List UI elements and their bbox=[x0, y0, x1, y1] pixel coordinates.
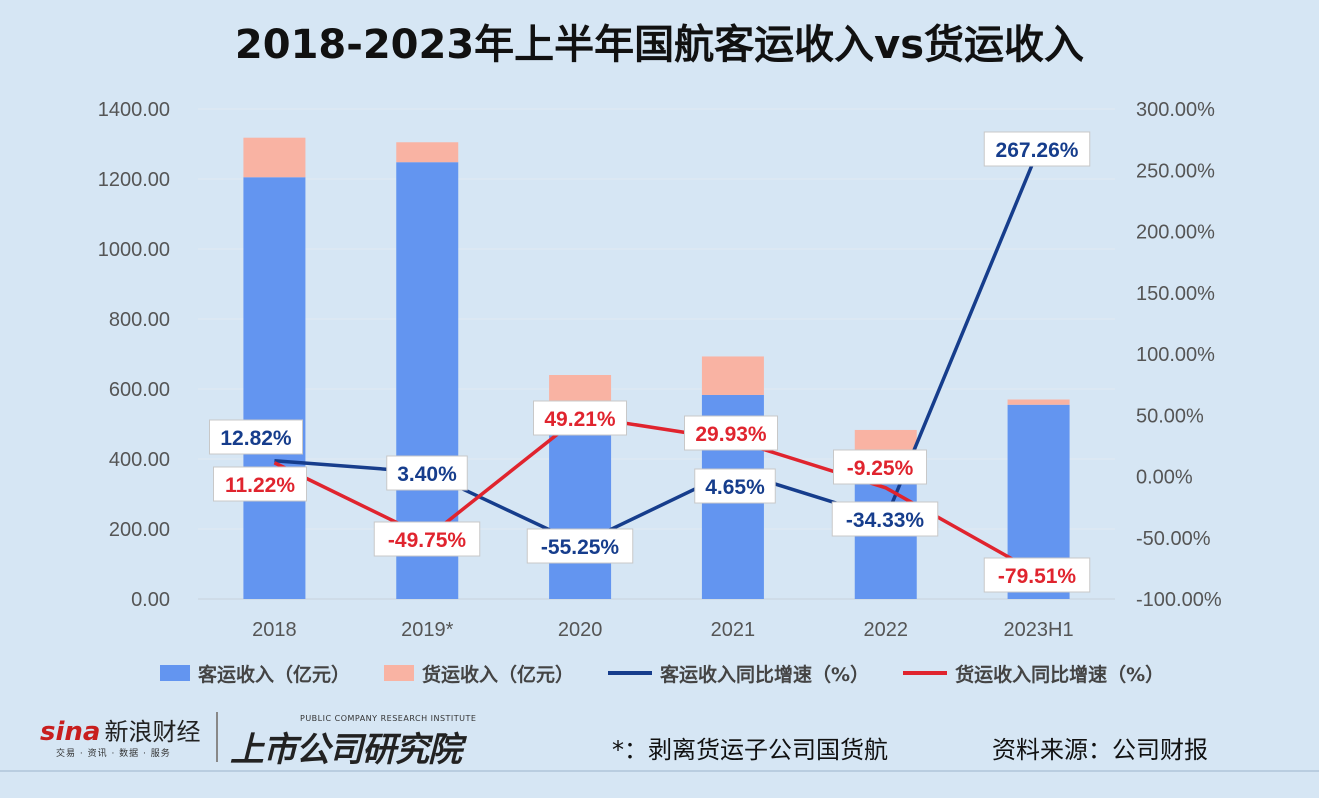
legend-item-passenger: 客运收入（亿元） bbox=[160, 660, 350, 687]
data-label-passenger-growth: -34.33% bbox=[846, 509, 925, 532]
data-label-cargo-growth-box bbox=[373, 521, 481, 557]
data-label-passenger-growth: 12.82% bbox=[220, 427, 292, 450]
legend-label-cargo: 货运收入（亿元） bbox=[422, 663, 575, 686]
y-left-tick-label: 0.00 bbox=[131, 589, 170, 611]
data-label-cargo-growth-box bbox=[213, 466, 307, 502]
data-label-passenger-growth: 267.26% bbox=[996, 139, 1079, 162]
x-tick-label: 2022 bbox=[864, 619, 909, 641]
footer-divider bbox=[0, 770, 1319, 772]
footnote: *：剥离货运子公司国货航 bbox=[612, 736, 888, 764]
y-left-tick-label: 200.00 bbox=[109, 519, 170, 541]
bar-passenger bbox=[549, 432, 612, 599]
y-right-tick-label: 0.00% bbox=[1136, 467, 1193, 489]
bar-passenger bbox=[854, 480, 917, 599]
bar-cargo bbox=[1007, 399, 1070, 405]
legend-item-cargo-growth: 货运收入同比增速（%） bbox=[903, 660, 1164, 687]
data-label-passenger-growth-box bbox=[209, 419, 303, 455]
legend-swatch-passenger bbox=[160, 665, 190, 681]
x-tick-label: 2021 bbox=[711, 619, 756, 641]
y-left-tick-label: 1400.00 bbox=[98, 99, 170, 121]
y-left-tick-label: 600.00 bbox=[109, 379, 170, 401]
legend-item-cargo: 货运收入（亿元） bbox=[384, 660, 574, 687]
data-label-cargo-growth: -79.51% bbox=[998, 565, 1077, 588]
legend-label-passenger-growth: 客运收入同比增速（%） bbox=[660, 663, 870, 686]
legend: 客运收入（亿元） 货运收入（亿元） 客运收入同比增速（%） 货运收入同比增速（%… bbox=[160, 658, 1260, 688]
data-label-passenger-growth: 3.40% bbox=[397, 463, 457, 486]
y-right-tick-label: 200.00% bbox=[1136, 222, 1215, 244]
y-right-tick-label: 300.00% bbox=[1136, 99, 1215, 121]
data-label-passenger-growth-box bbox=[694, 468, 776, 504]
legend-swatch-cargo bbox=[384, 665, 415, 681]
data-label-passenger-growth: 4.65% bbox=[705, 476, 765, 499]
legend-swatch-cargo-growth bbox=[903, 671, 948, 675]
data-label-passenger-growth-box bbox=[386, 455, 468, 491]
y-left-tick-label: 1000.00 bbox=[98, 239, 170, 261]
y-left-tick-label: 400.00 bbox=[109, 449, 170, 471]
y-left-tick-label: 800.00 bbox=[109, 309, 170, 331]
data-label-passenger-growth-box bbox=[831, 501, 939, 537]
x-tick-label: 2019* bbox=[401, 619, 453, 641]
data-label-cargo-growth: -49.75% bbox=[388, 529, 467, 552]
y-right-tick-label: 250.00% bbox=[1136, 160, 1215, 182]
data-label-cargo-growth-box bbox=[833, 449, 927, 485]
chart-plot: 0.00 200.00 400.00 600.00 800.00 1000.00 1200.… bbox=[98, 99, 1222, 641]
legend-label-passenger: 客运收入（亿元） bbox=[198, 663, 351, 686]
x-tick-label: 2023H1 bbox=[1004, 619, 1074, 641]
y-right-tick-label: -50.00% bbox=[1136, 528, 1211, 550]
bar-cargo bbox=[396, 142, 459, 163]
y-right-tick-label: 150.00% bbox=[1136, 283, 1215, 305]
bar-cargo bbox=[243, 137, 306, 178]
data-label-cargo-growth-box bbox=[684, 415, 778, 451]
y-right-tick-label: -100.00% bbox=[1136, 589, 1222, 611]
data-label-cargo-growth: 49.21% bbox=[544, 408, 616, 431]
sina-finance-logo: sina 新浪财经 bbox=[40, 712, 200, 747]
sina-logo-en: sina bbox=[40, 717, 101, 747]
data-label-passenger-growth: -55.25% bbox=[541, 536, 620, 559]
legend-label-cargo-growth: 货运收入同比增速（%） bbox=[955, 663, 1165, 686]
y-right-tick-label: 100.00% bbox=[1136, 344, 1215, 366]
institute-logo: 上市公司研究院 bbox=[230, 730, 462, 770]
legend-item-passenger-growth: 客运收入同比增速（%） bbox=[608, 660, 869, 687]
bar-passenger bbox=[243, 177, 306, 599]
x-tick-label: 2018 bbox=[252, 619, 297, 641]
legend-swatch-passenger-growth bbox=[608, 671, 653, 675]
x-tick-label: 2020 bbox=[558, 619, 603, 641]
chart-title: 2018-2023年上半年国航客运收入vs货运收入 bbox=[234, 22, 1085, 68]
y-left-tick-label: 1200.00 bbox=[98, 169, 170, 191]
data-source: 资料来源：公司财报 bbox=[992, 736, 1208, 764]
data-label-cargo-growth: 29.93% bbox=[695, 423, 767, 446]
logo-divider bbox=[216, 712, 218, 762]
data-label-cargo-growth: 11.22% bbox=[225, 474, 295, 497]
data-label-cargo-growth: -9.25% bbox=[847, 457, 914, 480]
data-label-cargo-growth-box bbox=[533, 400, 627, 436]
bar-cargo bbox=[701, 356, 764, 395]
data-label-passenger-growth-box bbox=[526, 528, 634, 564]
data-label-cargo-growth-box bbox=[983, 557, 1091, 593]
data-label-passenger-growth-box bbox=[983, 131, 1091, 167]
institute-logo-subtitle: PUBLIC COMPANY RESEARCH INSTITUTE bbox=[300, 714, 477, 723]
sina-logo-cn: 新浪财经 bbox=[104, 718, 201, 746]
y-right-tick-label: 50.00% bbox=[1136, 405, 1204, 427]
sina-logo-subtitle: 交易 · 资讯 · 数据 · 服务 bbox=[56, 749, 171, 759]
